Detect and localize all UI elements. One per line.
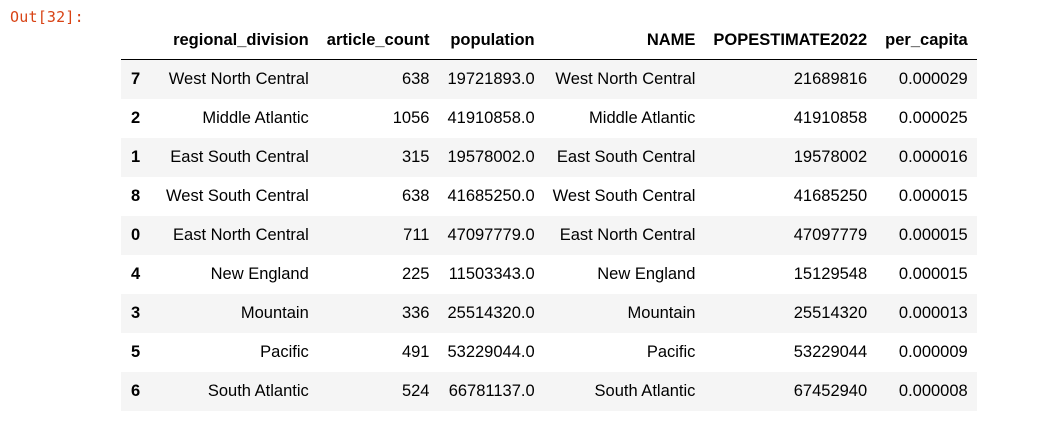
popestimate2022-cell: 53229044: [793, 342, 868, 361]
popestimate2022-cell: 21689816: [793, 69, 868, 88]
article-count-cell: 1056: [392, 108, 430, 127]
table-row: 2 Middle Atlantic 1056 41910858.0 Middle Atl…: [121, 98, 977, 138]
population-cell: 66781137.0: [448, 381, 535, 400]
dataframe-output: regional_division article_count populati…: [121, 21, 977, 411]
row-index: 2: [131, 108, 141, 127]
regional-division-cell: East South Central: [170, 147, 309, 166]
name-cell: West South Central: [552, 186, 696, 205]
regional-division-cell: West North Central: [168, 69, 309, 88]
column-header-per-capita: per_capita: [876, 21, 977, 60]
table-row: 0 East North Central 711 47097779.0 East Nor…: [121, 215, 977, 255]
population-cell: 25514320.0: [447, 303, 535, 322]
per-capita-cell: 0.000015: [898, 264, 968, 283]
population-cell: 41685250.0: [447, 186, 535, 205]
column-header-article-count: article_count: [317, 21, 439, 60]
article-count-cell: 711: [403, 225, 430, 244]
name-cell: South Atlantic: [594, 381, 696, 400]
row-index: 6: [131, 381, 141, 400]
per-capita-cell: 0.000013: [898, 303, 968, 322]
header-row: regional_division article_count populati…: [121, 21, 977, 60]
row-index: 1: [131, 147, 141, 166]
regional-division-cell: West South Central: [166, 186, 309, 205]
article-count-cell: 524: [401, 381, 430, 400]
per-capita-cell: 0.000009: [898, 342, 968, 361]
table-header: regional_division article_count populati…: [121, 21, 977, 60]
row-index: 8: [131, 186, 141, 205]
table-row: 3 Mountain 336 25514320.0 Mountain 25514320 0.…: [121, 293, 977, 333]
per-capita-cell: 0.000008: [898, 381, 968, 400]
name-cell: Middle Atlantic: [589, 108, 696, 127]
column-header-name: NAME: [543, 21, 705, 60]
column-header-index: [121, 21, 157, 60]
per-capita-cell: 0.000016: [898, 147, 968, 166]
table-body: 7 West North Central 638 19721893.0 West Nor…: [121, 59, 977, 411]
column-header-regional-division: regional_division: [157, 21, 318, 60]
article-count-cell: 315: [401, 147, 430, 166]
table-row: 6 South Atlantic 524 66781137.0 South Atlant…: [121, 371, 977, 411]
population-cell: 47097779.0: [447, 225, 535, 244]
population-cell: 19721893.0: [447, 69, 535, 88]
popestimate2022-cell: 41910858: [793, 108, 868, 127]
population-cell: 11503343.0: [448, 264, 535, 283]
name-cell: East North Central: [559, 225, 696, 244]
row-index: 3: [131, 303, 141, 322]
name-cell: Pacific: [646, 342, 696, 361]
popestimate2022-cell: 41685250: [793, 186, 868, 205]
regional-division-cell: Mountain: [240, 303, 309, 322]
table-row: 1 East South Central 315 19578002.0 East Sou…: [121, 137, 977, 177]
row-index: 4: [131, 264, 141, 283]
table-row: 8 West South Central 638 41685250.0 West Sou…: [121, 176, 977, 216]
row-index: 7: [131, 69, 141, 88]
per-capita-cell: 0.000029: [898, 69, 968, 88]
regional-division-cell: South Atlantic: [207, 381, 309, 400]
row-index: 5: [131, 342, 141, 361]
popestimate2022-cell: 25514320: [793, 303, 868, 322]
population-cell: 19578002.0: [447, 147, 535, 166]
name-cell: Mountain: [627, 303, 696, 322]
popestimate2022-cell: 15129548: [793, 264, 868, 283]
population-cell: 53229044.0: [447, 342, 535, 361]
article-count-cell: 336: [401, 303, 430, 322]
column-header-popestimate2022: POPESTIMATE2022: [704, 21, 877, 60]
regional-division-cell: East North Central: [173, 225, 309, 244]
name-cell: West North Central: [555, 69, 696, 88]
per-capita-cell: 0.000015: [898, 225, 968, 244]
row-index: 0: [131, 225, 141, 244]
per-capita-cell: 0.000015: [898, 186, 968, 205]
column-header-population: population: [438, 21, 544, 60]
output-prompt: Out[32]:: [10, 8, 84, 26]
table-row: 7 West North Central 638 19721893.0 West Nor…: [121, 59, 977, 99]
regional-division-cell: New England: [210, 264, 309, 283]
article-count-cell: 491: [401, 342, 430, 361]
article-count-cell: 638: [401, 186, 430, 205]
article-count-cell: 638: [401, 69, 430, 88]
regional-division-cell: Pacific: [260, 342, 309, 361]
table-row: 5 Pacific 491 53229044.0 Pacific 53229044 0.00…: [121, 332, 977, 372]
regional-division-cell: Middle Atlantic: [202, 108, 309, 127]
dataframe-table: regional_division article_count populati…: [121, 21, 977, 411]
per-capita-cell: 0.000025: [898, 108, 968, 127]
article-count-cell: 225: [401, 264, 430, 283]
popestimate2022-cell: 47097779: [793, 225, 868, 244]
name-cell: East South Central: [556, 147, 696, 166]
popestimate2022-cell: 19578002: [793, 147, 868, 166]
population-cell: 41910858.0: [447, 108, 535, 127]
table-row: 4 New England 225 11503343.0 New England 1512…: [121, 254, 977, 294]
name-cell: New England: [597, 264, 696, 283]
popestimate2022-cell: 67452940: [793, 381, 868, 400]
